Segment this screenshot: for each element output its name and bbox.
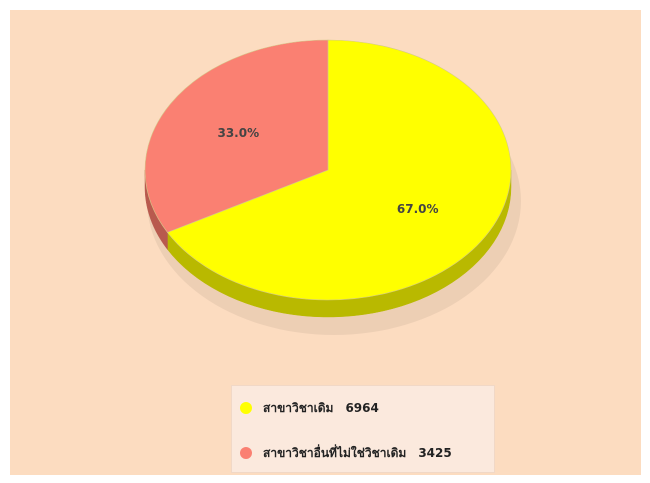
- pie-slice-label-1: 33.0%: [217, 126, 259, 140]
- legend-marker-icon: [240, 402, 252, 414]
- legend-value: 6964: [345, 401, 379, 415]
- legend-value: 3425: [418, 446, 452, 460]
- legend-item-0[interactable]: สาขาวิชาเดิม 6964: [240, 398, 379, 418]
- legend-item-1[interactable]: สาขาวิชาอื่นที่ไม่ใช่วิชาเดิม 3425: [240, 443, 452, 463]
- pie-labels: 67.0% 33.0%: [217, 126, 438, 216]
- chart-panel: 67.0% 33.0% สาขาวิชาเดิม 6964 สาขาวิชาอื่…: [10, 10, 641, 475]
- pie-chart: 67.0% 33.0%: [144, 39, 521, 335]
- legend-marker-icon: [240, 447, 252, 459]
- pie-slice-0[interactable]: [166, 39, 512, 301]
- legend-label: สาขาวิชาอื่นที่ไม่ใช่วิชาเดิม: [263, 445, 407, 460]
- pie-top: [144, 39, 512, 301]
- legend-label: สาขาวิชาเดิม: [263, 400, 334, 415]
- pie-slice-1[interactable]: [144, 39, 329, 233]
- pie-slice-label-0: 67.0%: [397, 202, 439, 216]
- legend: สาขาวิชาเดิม 6964 สาขาวิชาอื่นที่ไม่ใช่ว…: [231, 385, 495, 473]
